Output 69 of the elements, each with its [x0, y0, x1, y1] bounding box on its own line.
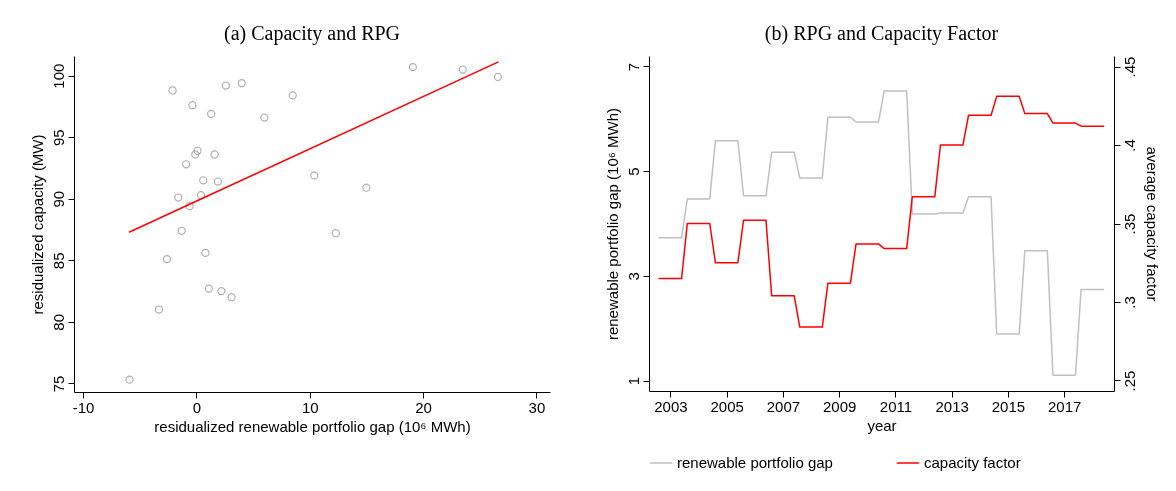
- point: [310, 171, 319, 180]
- line-series: [658, 95, 1105, 328]
- point: [207, 109, 216, 118]
- x-tick-label: 20: [415, 398, 432, 416]
- point: [154, 305, 164, 314]
- point: [162, 254, 172, 264]
- x-tick-label: 2009: [822, 397, 857, 415]
- point: [362, 183, 371, 192]
- point: [196, 190, 206, 200]
- point: [221, 81, 230, 90]
- point: [493, 72, 502, 82]
- y-tick-label: 3: [624, 272, 642, 281]
- point: [458, 65, 467, 74]
- y-axis-title: residualized capacity (MW): [28, 134, 46, 315]
- point: [227, 293, 236, 302]
- point: [193, 146, 202, 155]
- point: [213, 177, 223, 186]
- point: [191, 150, 200, 159]
- point: [177, 226, 186, 235]
- y-axis-title: renewable portfolio gap (10⁶ MWh): [603, 107, 621, 341]
- point: [125, 375, 134, 384]
- y2-tick-label: .35: [1120, 213, 1138, 235]
- x-axis-title: year: [867, 416, 897, 434]
- point: [260, 113, 269, 122]
- point: [217, 286, 226, 296]
- point: [201, 248, 210, 258]
- y-tick-label: 75: [49, 375, 67, 393]
- x-tick-label: 2017: [1048, 397, 1082, 415]
- x-tick-label: 10: [301, 398, 319, 416]
- point: [182, 160, 191, 169]
- x-tick-label: 2015: [991, 397, 1026, 415]
- x-tick-label: 0: [192, 398, 202, 416]
- x-tick-label: 2003: [654, 397, 688, 415]
- point: [288, 91, 297, 100]
- point: [331, 229, 340, 238]
- y-tick-label: 7: [624, 62, 642, 72]
- y2-tick-label: .25: [1120, 370, 1138, 392]
- chart-title: (a) Capacity and RPG: [223, 22, 401, 45]
- point: [168, 86, 177, 95]
- x-tick-label: -10: [72, 398, 95, 416]
- y2-tick-label: .3: [1120, 296, 1138, 309]
- y2-axis-title: average capacity factor: [1143, 146, 1161, 302]
- y-tick-label: 100: [49, 63, 67, 89]
- y-tick-label: 5: [624, 167, 642, 176]
- y2-tick-label: .4: [1120, 139, 1138, 152]
- point: [188, 101, 197, 110]
- point: [408, 62, 417, 72]
- point: [204, 284, 213, 293]
- point: [210, 150, 219, 159]
- x-tick-label: 2013: [935, 397, 969, 415]
- point: [174, 193, 183, 202]
- legend-label: renewable portfolio gap: [677, 454, 833, 471]
- x-tick-label: 2007: [766, 397, 801, 415]
- y-tick-label: 80: [49, 314, 67, 331]
- chart-title: (b) RPG and Capacity Factor: [764, 22, 999, 45]
- y-tick-label: 85: [49, 252, 67, 270]
- y-tick-label: 90: [49, 190, 67, 208]
- legend-label: capacity factor: [924, 454, 1021, 471]
- y-tick-label: 1: [624, 376, 642, 386]
- point: [237, 78, 246, 88]
- x-tick-label: 2011: [879, 397, 913, 415]
- y-tick-label: 95: [49, 129, 67, 147]
- x-tick-label: 30: [528, 398, 546, 416]
- point: [199, 176, 208, 185]
- point: [185, 202, 194, 211]
- x-axis-title: residualized renewable portfolio gap (10⁶ MWh): [154, 417, 471, 435]
- x-tick-label: 2005: [710, 397, 744, 415]
- line-series: [658, 90, 1105, 377]
- y2-tick-label: .45: [1120, 56, 1138, 78]
